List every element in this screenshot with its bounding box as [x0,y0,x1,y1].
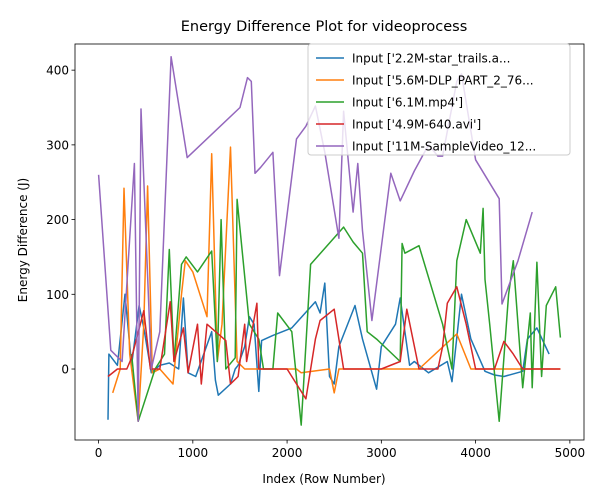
y-tick-label: 300 [46,138,69,152]
y-tick-label: 200 [46,213,69,227]
series-line-2 [111,146,561,423]
x-axis-label: Index (Row Number) [262,472,385,486]
y-tick-label: 100 [46,288,69,302]
series-line-3 [130,198,562,426]
axes: 0 1000 2000 3000 4000 5000 0 100 200 300 400 [46,43,586,460]
y-axis-label: Energy Difference (J) [16,178,30,302]
legend-label-5: Input ['11M-SampleVideo_12... [352,140,536,154]
chart-title: Energy Difference Plot for videoprocess [181,19,468,35]
series-line-1 [107,282,550,420]
series-line-4 [107,286,561,400]
x-tick-label: 2000 [272,446,303,460]
legend-box [307,43,571,156]
legend-label-3: Input ['6.1M.mp4'] [352,96,463,110]
legend-label-4: Input ['4.9M-640.avi'] [352,118,481,132]
legend-label-2: Input ['5.6M-DLP_PART_2_76... [352,74,534,88]
x-tick-label: 0 [95,446,103,460]
x-tick-label: 3000 [366,446,397,460]
x-tick-label: 4000 [460,446,491,460]
legend: Input ['2.2M-star_trails.a... Input ['5.6… [307,43,571,156]
x-tick-label: 1000 [178,446,209,460]
y-tick-label: 400 [46,64,69,78]
legend-label-1: Input ['2.2M-star_trails.a... [352,52,510,66]
x-tick-label: 5000 [555,446,586,460]
y-tick-label: 0 [61,363,69,377]
